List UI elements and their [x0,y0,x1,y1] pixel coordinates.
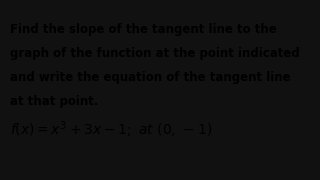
Text: at that point.: at that point. [10,95,98,108]
Text: and write the equation of the tangent line: and write the equation of the tangent li… [10,71,290,84]
Text: $f(x) = x^3 + 3x - 1;\ \mathit{at}\ (0,\,-1)$: $f(x) = x^3 + 3x - 1;\ \mathit{at}\ (0,\… [10,120,212,140]
Text: graph of the function at the point indicated: graph of the function at the point indic… [10,47,299,60]
Text: Find the slope of the tangent line to the: Find the slope of the tangent line to th… [10,23,276,36]
